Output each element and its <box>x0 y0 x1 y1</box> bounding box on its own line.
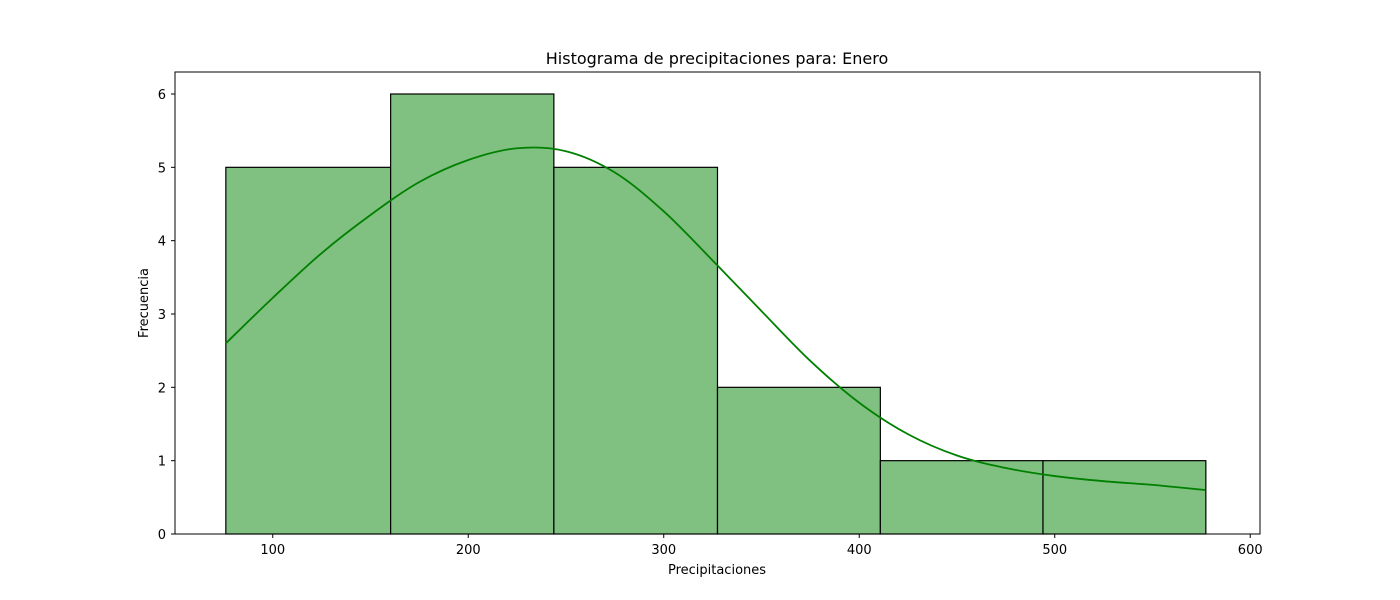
histogram-bar-4 <box>716 386 881 535</box>
y-tick-label: 6 <box>158 88 166 103</box>
y-axis-label: Frecuencia <box>137 268 152 338</box>
y-tick-label: 3 <box>158 308 166 323</box>
y-tick-label: 1 <box>158 455 166 470</box>
histogram-bar-1 <box>225 166 392 535</box>
histogram-bars <box>225 93 1207 535</box>
histogram-bar-3 <box>553 166 719 535</box>
y-tick-label: 2 <box>158 381 166 396</box>
y-axis: 0 1 2 3 4 5 6 <box>158 88 175 543</box>
x-tick-label: 600 <box>1238 543 1263 558</box>
histogram-bar-6 <box>1042 460 1207 535</box>
y-tick-label: 5 <box>158 161 166 176</box>
x-tick-label: 400 <box>847 543 872 558</box>
histogram-bar-2 <box>390 93 555 535</box>
kde-curve-group <box>225 146 1206 491</box>
y-tick-label: 4 <box>158 235 166 250</box>
x-tick-label: 300 <box>651 543 676 558</box>
x-axis-label: Precipitaciones <box>668 563 766 578</box>
chart-title: Histograma de precipitaciones para: Ener… <box>546 49 889 68</box>
x-tick-label: 200 <box>456 543 481 558</box>
plot-frame <box>174 71 1261 535</box>
x-tick-label: 500 <box>1042 543 1067 558</box>
kde-curve <box>225 146 1206 491</box>
x-axis: 100 200 300 400 500 600 <box>260 534 1263 558</box>
histogram-bar-5 <box>879 460 1044 535</box>
x-tick-label: 100 <box>260 543 285 558</box>
y-tick-label: 0 <box>158 528 166 543</box>
